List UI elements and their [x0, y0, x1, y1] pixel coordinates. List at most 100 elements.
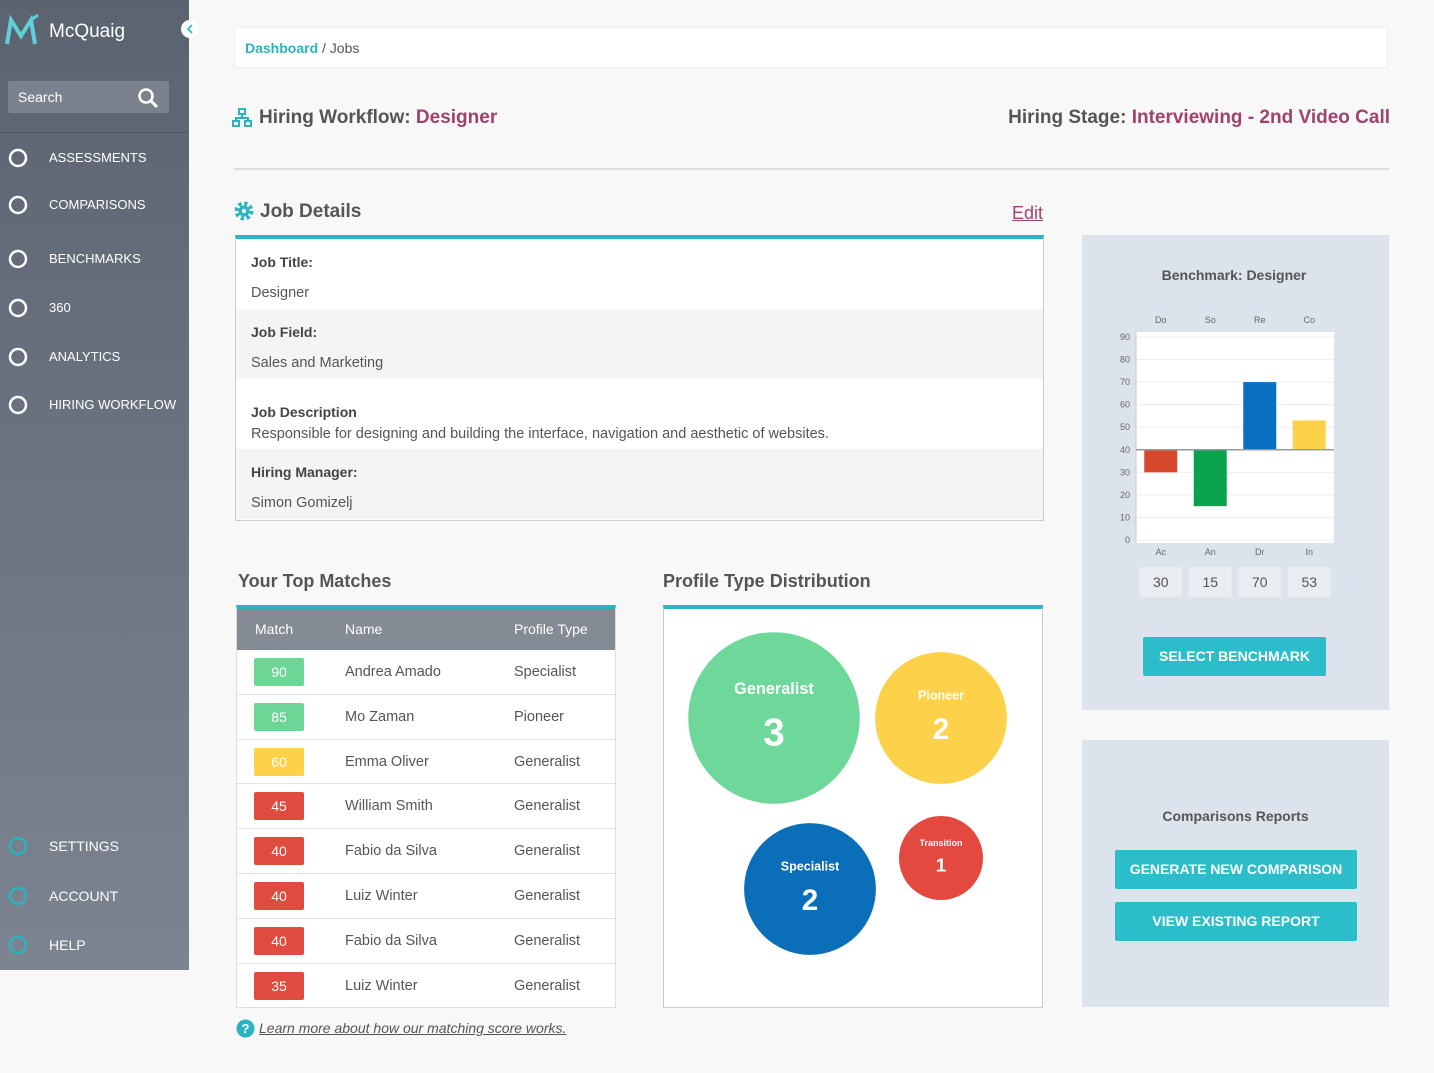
profile-bubble [744, 823, 876, 955]
match-badge: 60 [254, 747, 304, 776]
profile-bubble [875, 652, 1007, 784]
field-label: Job Description [251, 404, 357, 420]
field-value: Designer [251, 285, 310, 301]
table-row: 60 Emma Oliver Generalist [237, 740, 615, 785]
breadcrumb-current: Jobs [329, 40, 360, 56]
nav-item[interactable]: SETTINGS [49, 838, 120, 854]
nav-item[interactable]: BENCHMARKS [49, 251, 141, 266]
nav-icon [8, 347, 28, 367]
table-row: 40 Fabio da Silva Generalist [237, 829, 615, 874]
y-tick-label: 40 [1120, 445, 1130, 455]
value-label: 70 [1252, 574, 1268, 590]
value-label: 15 [1202, 574, 1218, 590]
match-badge: 40 [254, 926, 304, 955]
profile-bubble [688, 632, 860, 804]
nav-item[interactable]: HIRING WORKFLOW [49, 397, 177, 412]
sidebar: McQuaig Search ASSESSMENTS COMPARISONS BEN… [0, 0, 199, 970]
nav-icon [8, 935, 28, 955]
x-top-label: Co [1303, 315, 1315, 325]
benchmark-panel: Benchmark: Designer 0 10 20 30 40 50 60 70 80 90 Do… [1082, 235, 1389, 710]
nav-item[interactable]: ANALYTICS [49, 349, 121, 364]
candidate-name: Luiz Winter [345, 888, 418, 904]
generate-comparison-button[interactable]: GENERATE NEW COMPARISON [1115, 850, 1357, 889]
comparisons-panel: Comparisons Reports GENERATE NEW COMPARI… [1082, 740, 1389, 1007]
y-tick-label: 80 [1120, 355, 1130, 365]
table-header: Match Name Profile Type [237, 609, 615, 650]
profile-count: 3 [763, 711, 784, 754]
workflow-label: Hiring Workflow: [259, 107, 411, 128]
chart-title: Benchmark: Designer [1162, 267, 1307, 283]
edit-link[interactable]: Edit [1012, 203, 1044, 223]
column-header: Match [255, 621, 294, 637]
detail-row: Job Description Responsible for designing… [236, 379, 1043, 449]
field-value: Sales and Marketing [251, 355, 384, 371]
nav-icon [8, 298, 28, 318]
candidate-name: Emma Oliver [345, 753, 429, 770]
profile-name: Specialist [781, 860, 840, 874]
field-value: Simon Gomizelj [251, 495, 353, 511]
nav-item[interactable]: ASSESSMENTS [49, 150, 147, 165]
value-label: 53 [1301, 574, 1317, 590]
y-tick-label: 30 [1120, 467, 1130, 477]
help-link[interactable]: Learn more about how our matching score … [259, 1020, 567, 1036]
table-row: 40 Luiz Winter Generalist [237, 874, 615, 919]
breadcrumb-link[interactable]: Dashboard [245, 40, 319, 56]
y-tick-label: 60 [1120, 400, 1130, 410]
svg-text:?: ? [242, 1021, 250, 1036]
table-row: 85 Mo Zaman Pioneer [237, 695, 615, 740]
section-title: Your Top Matches [238, 571, 392, 591]
y-tick-label: 20 [1120, 490, 1130, 500]
profile-count: 2 [802, 884, 819, 917]
y-tick-label: 50 [1120, 422, 1130, 432]
profile-count: 1 [936, 855, 947, 876]
x-tick-label: In [1305, 547, 1313, 557]
stage-value: Interviewing - 2nd Video Call [1131, 107, 1390, 128]
nav-icon [8, 195, 28, 215]
table-row: 90 Andrea Amado Specialist [237, 650, 615, 695]
bar [1193, 449, 1227, 507]
profile-type: Generalist [514, 888, 581, 904]
section-title: Profile Type Distribution [663, 571, 871, 591]
profile-name: Generalist [734, 680, 814, 698]
bubble-chart: Generalist 3 Pioneer 2 Specialist 2 Transition… [688, 632, 1007, 955]
x-tick-label: Dr [1255, 547, 1265, 557]
x-top-label: Do [1155, 315, 1167, 325]
select-benchmark-button[interactable]: SELECT BENCHMARK [1143, 637, 1326, 676]
candidate-name: Mo Zaman [345, 708, 415, 725]
nav-item[interactable]: 360 [49, 300, 71, 315]
candidate-name: Fabio da Silva [345, 843, 437, 860]
logo [5, 14, 39, 45]
job-card: Job Title: Designer Job Field: Sales and Ma… [235, 235, 1044, 521]
nav-icon [8, 148, 28, 168]
nav-item[interactable]: COMPARISONS [49, 197, 146, 212]
profile-type: Generalist [514, 843, 581, 860]
value-label: 30 [1153, 574, 1169, 590]
x-tick-label: Ac [1155, 547, 1166, 557]
nav-item[interactable]: HELP [49, 937, 86, 953]
search-box[interactable]: Search [8, 81, 169, 113]
table-row: 40 Fabio da Silva Generalist [237, 919, 615, 964]
column-header: Name [345, 621, 383, 637]
nav-icon [8, 249, 28, 269]
view-report-button[interactable]: VIEW EXISTING REPORT [1115, 902, 1357, 941]
value-box [1287, 567, 1331, 597]
search-placeholder: Search [18, 89, 63, 105]
profile-type: Generalist [514, 977, 581, 994]
divider [0, 132, 189, 133]
matches-table: Match Name Profile Type 90 Andrea Amado Speci… [236, 605, 616, 1008]
y-tick-label: 90 [1120, 332, 1130, 342]
collapse-button[interactable] [180, 19, 200, 39]
nav-item[interactable]: ACCOUNT [49, 888, 119, 904]
x-tick-label: An [1205, 547, 1216, 557]
x-top-label: Re [1254, 315, 1266, 325]
breadcrumb: Dashboard / Jobs [234, 27, 1388, 68]
profile-type: Pioneer [514, 708, 564, 725]
field-value: Responsible for designing and building t… [251, 426, 829, 442]
field-label: Job Field: [251, 324, 318, 340]
profile-name: Transition [919, 838, 962, 848]
brand: McQuaig [49, 21, 126, 42]
match-badge: 40 [254, 837, 304, 866]
profile-count: 2 [933, 713, 950, 746]
detail-row: Hiring Manager: Simon Gomizelj [236, 449, 1043, 519]
x-top-label: So [1205, 315, 1216, 325]
